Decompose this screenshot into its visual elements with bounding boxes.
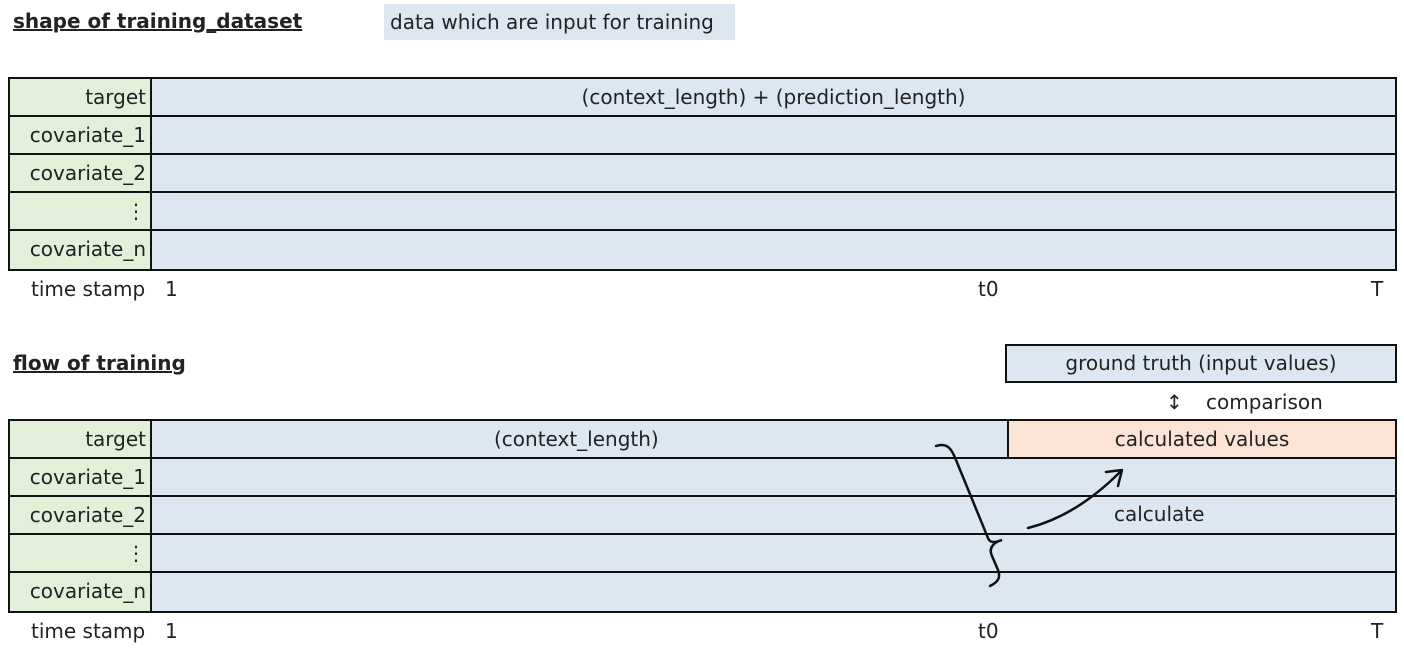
training-flow-grid: target (context_length) calculated value… [8,419,1397,613]
calculate-label: calculate [1114,502,1205,526]
grid1-row-label: target [10,79,152,117]
grid1-row-target: target (context_length) + (prediction_le… [10,79,1395,117]
grid2-row-cell [152,573,1395,611]
grid1-tick-end: T [1371,277,1384,301]
grid1-row-label: ⋮ [10,193,152,231]
ground-truth-box: ground truth (input values) [1005,344,1397,383]
grid1-row-label: covariate_1 [10,117,152,155]
section2-title: flow of training [13,351,186,375]
comparison-label: comparison [1206,390,1323,414]
grid2-time-label: time stamp [31,619,146,643]
context-length-label: (context_length) [494,427,659,451]
grid1-tick-t0: t0 [978,277,999,301]
grid1-row-cell [152,193,1395,231]
grid1-row-ellipsis: ⋮ [10,191,1395,231]
grid2-row-target: target (context_length) calculated value… [10,421,1395,459]
grid1-row-cell: (context_length) + (prediction_length) [152,79,1395,117]
grid2-row-covariate-2: covariate_2 [10,495,1395,535]
grid2-row-cell: (context_length) calculated values [152,421,1395,459]
grid2-row-cell [152,459,1395,497]
grid2-tick-t0: t0 [978,619,999,643]
grid2-tick-start: 1 [165,619,178,643]
grid2-row-label: covariate_2 [10,497,152,535]
grid1-row-label: covariate_2 [10,155,152,193]
grid1-row-covariate-2: covariate_2 [10,153,1395,193]
grid1-time-label: time stamp [31,277,146,301]
grid1-row-covariate-1: covariate_1 [10,115,1395,155]
training-dataset-grid: target (context_length) + (prediction_le… [8,77,1397,271]
input-data-legend: data which are input for training [384,4,735,40]
grid1-row-cell [152,231,1395,269]
section1-title: shape of training_dataset [13,9,303,33]
grid2-row-label: target [10,421,152,459]
grid2-row-covariate-1: covariate_1 [10,457,1395,497]
grid1-row-cell [152,117,1395,155]
grid2-row-ellipsis: ⋮ [10,533,1395,573]
comparison-arrow-icon: ↕ [1166,390,1183,414]
grid2-row-cell [152,497,1395,535]
grid1-row-cell [152,155,1395,193]
grid2-row-cell [152,535,1395,573]
calculated-values-box: calculated values [1007,421,1395,459]
grid2-row-covariate-n: covariate_n [10,571,1395,611]
grid2-row-label: covariate_1 [10,459,152,497]
grid1-row-covariate-n: covariate_n [10,229,1395,269]
grid2-row-label: ⋮ [10,535,152,573]
grid1-row-label: covariate_n [10,231,152,269]
grid2-row-label: covariate_n [10,573,152,611]
grid2-tick-end: T [1371,619,1384,643]
grid1-tick-start: 1 [165,277,178,301]
calculate-brace-arrow-icon [934,443,1124,588]
